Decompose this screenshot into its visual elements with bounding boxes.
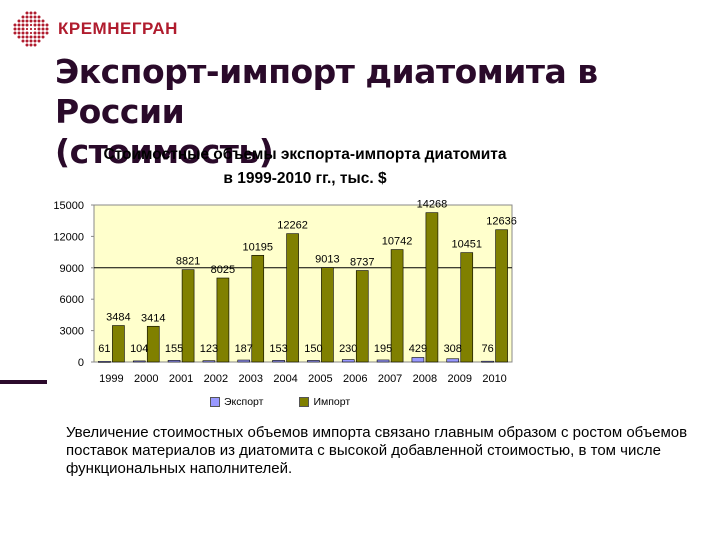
import-value-label: 14268 — [417, 199, 448, 211]
import-bar — [146, 325, 160, 363]
export-bar — [202, 360, 216, 363]
x-tick-label: 2009 — [448, 373, 472, 385]
x-tick-label: 1999 — [99, 373, 123, 385]
export-bar — [272, 360, 285, 363]
import-value-label: 10195 — [242, 241, 273, 253]
legend-item-import: Импорт — [299, 396, 350, 408]
slide-title: Экспорт-импорт диатомита в России (стоим… — [55, 52, 695, 172]
export-value-label: 153 — [269, 343, 287, 355]
x-tick-label: 2004 — [273, 373, 297, 385]
export-value-label: 61 — [98, 343, 110, 355]
legend-label-export: Экспорт — [224, 396, 264, 408]
x-tick-label: 2010 — [482, 373, 506, 385]
import-value-label: 8737 — [350, 257, 374, 269]
export-bar — [237, 359, 251, 363]
import-value-label: 12636 — [486, 216, 517, 228]
import-bar — [495, 229, 508, 363]
chart-title-line-2: в 1999-2010 гг., тыс. $ — [223, 170, 387, 187]
export-bar — [307, 360, 320, 363]
export-bar — [341, 359, 355, 363]
import-value-label: 10742 — [382, 236, 413, 248]
legend-swatch-import — [299, 397, 310, 407]
import-bar — [355, 270, 369, 363]
import-bar — [216, 277, 230, 363]
legend-swatch-export — [210, 397, 220, 407]
x-tick-label: 2000 — [134, 373, 158, 385]
x-tick-label: 2002 — [204, 373, 228, 385]
chart-title: Стоимостные объемы экспорта-импорта диат… — [60, 143, 550, 191]
slide-caption: Увеличение стоимостных объемов импорта с… — [66, 424, 688, 477]
x-tick-label: 2007 — [378, 373, 402, 385]
legend-label-import: Импорт — [313, 396, 351, 408]
y-tick-label: 9000 — [60, 263, 84, 275]
import-bar — [425, 212, 439, 363]
export-value-label: 195 — [374, 343, 392, 355]
import-bar — [460, 252, 474, 363]
x-tick-label: 2003 — [239, 373, 263, 385]
y-tick-label: 3000 — [60, 326, 84, 338]
import-bar — [390, 249, 404, 363]
logo-diamond-icon — [13, 11, 49, 47]
export-value-label: 155 — [165, 343, 183, 355]
y-tick-label: 12000 — [53, 231, 84, 243]
chart-legend: Экспорт Импорт — [210, 396, 350, 408]
import-bar — [112, 325, 125, 363]
import-value-label: 10451 — [451, 239, 482, 251]
export-bar — [411, 357, 425, 363]
title-line-1: Экспорт-импорт диатомита в России — [55, 52, 598, 131]
bar-chart: 0 3000 6000 9000 12000 15000 61 3484 1999 104 3414… — [53, 199, 517, 385]
logo-text: КРЕМНЕГРАН — [58, 19, 178, 38]
import-value-label: 8025 — [211, 264, 235, 276]
export-bar — [98, 361, 111, 363]
x-tick-label: 2008 — [413, 373, 437, 385]
import-value-label: 8821 — [176, 256, 200, 268]
export-bar — [376, 359, 390, 363]
import-value-label: 3414 — [141, 312, 165, 324]
x-tick-label: 2006 — [343, 373, 367, 385]
title-line-2: (стоимость) — [55, 132, 274, 171]
export-bar — [446, 358, 460, 363]
export-value-label: 150 — [304, 343, 322, 355]
export-value-label: 429 — [409, 343, 427, 355]
import-bar — [181, 269, 195, 363]
export-value-label: 76 — [481, 343, 493, 355]
export-value-label: 230 — [339, 343, 357, 355]
export-value-label: 104 — [130, 343, 148, 355]
import-value-label: 9013 — [315, 254, 339, 266]
chart-title-line-1: Стоимостные объемы экспорта-импорта диат… — [103, 146, 507, 163]
y-tick-label: 15000 — [53, 200, 84, 212]
plot-area — [93, 204, 513, 363]
import-bar — [286, 233, 299, 363]
export-bar — [481, 360, 494, 363]
import-value-label: 3484 — [106, 312, 130, 324]
export-value-label: 187 — [235, 343, 253, 355]
export-bar — [132, 360, 146, 363]
accent-divider — [0, 380, 47, 384]
export-bar — [167, 360, 181, 363]
export-value-label: 308 — [444, 343, 462, 355]
import-value-label: 12262 — [277, 220, 308, 232]
import-bar — [251, 254, 265, 363]
import-bar — [321, 267, 334, 363]
x-tick-label: 2005 — [308, 373, 332, 385]
y-tick-label: 0 — [78, 357, 84, 369]
x-tick-label: 2001 — [169, 373, 193, 385]
y-tick-label: 6000 — [60, 294, 84, 306]
legend-item-export: Экспорт — [210, 396, 263, 408]
export-value-label: 123 — [200, 343, 218, 355]
company-logo: КРЕМНЕГРАН — [10, 8, 178, 50]
